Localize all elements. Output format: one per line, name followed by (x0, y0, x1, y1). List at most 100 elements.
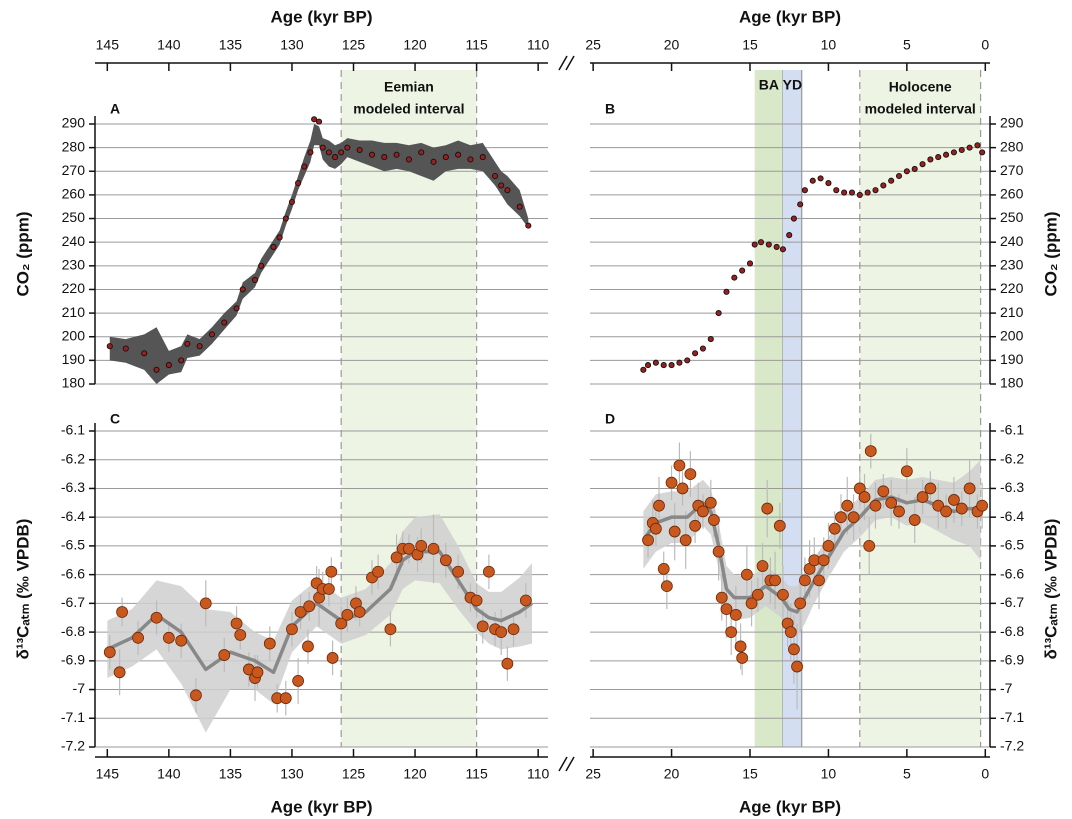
x-tick-label: 110 (527, 766, 550, 782)
data-point (116, 606, 128, 618)
x-tick-label: 125 (342, 766, 366, 782)
panel-label: B (605, 101, 615, 117)
data-point (230, 617, 243, 630)
data-point (736, 652, 749, 664)
data-point (756, 560, 769, 572)
data-point (427, 542, 440, 555)
data-point (113, 666, 126, 679)
x-axis-label: Age (kyr BP) (270, 7, 372, 26)
data-point (660, 362, 667, 369)
panel-label: D (605, 411, 615, 427)
data-point (218, 649, 231, 661)
data-point (841, 189, 848, 196)
data-point (689, 519, 701, 532)
y-tick-label: -6.8 (1000, 623, 1024, 639)
data-point (495, 626, 508, 638)
data-point (344, 144, 351, 151)
regions-layer (340, 70, 982, 747)
data-point (809, 177, 816, 184)
y-tick-label: -6.6 (1000, 565, 1024, 581)
y-tick-label: -6.2 (1000, 450, 1024, 466)
x-tick-label: 5 (903, 37, 911, 53)
data-point (470, 594, 483, 607)
data-point (258, 262, 265, 269)
data-point (707, 336, 714, 343)
y-tick-label: -7.1 (1000, 709, 1024, 725)
data-point (504, 187, 511, 194)
data-point (295, 180, 302, 187)
data-point (353, 606, 366, 618)
data-point (885, 496, 898, 509)
y-tick-label: -6.9 (1000, 652, 1024, 668)
x-tick-label: 115 (465, 766, 488, 782)
x-tick-label: 130 (280, 37, 304, 53)
x-axis-label: Age (kyr BP) (270, 797, 372, 816)
fit-band (107, 514, 532, 733)
lines-layer (106, 495, 981, 675)
data-point (833, 187, 840, 194)
data-point (869, 499, 882, 512)
data-point (751, 588, 764, 601)
data-point (315, 118, 323, 125)
data-point (106, 343, 113, 350)
x-tick-label: 10 (821, 766, 837, 782)
data-point (455, 151, 462, 158)
data-point (303, 600, 316, 613)
data-point (817, 554, 830, 567)
data-point (282, 215, 289, 222)
data-point (841, 499, 854, 512)
data-point (286, 623, 298, 636)
data-point (684, 357, 691, 364)
data-point (234, 629, 247, 641)
data-point (794, 597, 807, 610)
y-tick-label: 250 (1000, 209, 1024, 225)
y-tick-label: -7.2 (61, 738, 85, 754)
data-point (940, 505, 952, 518)
uncertainty-band (109, 124, 529, 384)
data-point (799, 574, 811, 587)
x-tick-label: 130 (280, 766, 304, 782)
data-point (673, 459, 686, 472)
data-point (712, 545, 725, 558)
data-point (393, 151, 400, 158)
data-point (723, 288, 730, 295)
data-point (356, 146, 363, 154)
data-point (720, 603, 733, 616)
data-point (279, 692, 292, 705)
data-point (652, 359, 659, 366)
data-point (368, 151, 376, 158)
data-point (676, 359, 683, 366)
x-tick-label: 115 (465, 37, 488, 53)
x-tick-label: 0 (981, 766, 989, 782)
data-point (668, 525, 681, 538)
data-point (221, 319, 228, 326)
y-tick-label: 230 (1000, 257, 1024, 273)
data-point (251, 666, 264, 679)
data-point (199, 597, 212, 610)
data-point (402, 542, 415, 555)
y-tick-label: 190 (62, 351, 86, 367)
x-tick-label: 110 (527, 37, 550, 53)
data-point (924, 482, 937, 495)
region (859, 70, 981, 747)
x-tick-label: 10 (821, 37, 837, 53)
data-point (877, 485, 890, 498)
data-point (848, 189, 856, 196)
data-point (498, 182, 505, 189)
data-point (880, 182, 887, 189)
fit-line (641, 495, 981, 614)
data-point (165, 362, 172, 369)
data-point (270, 243, 277, 250)
data-point (955, 502, 968, 515)
data-point (950, 149, 957, 156)
data-point (302, 640, 314, 653)
data-point (326, 652, 339, 664)
y-tick-label: -6.2 (61, 450, 85, 466)
data-point (263, 637, 276, 650)
data-point (932, 499, 945, 512)
data-point (141, 350, 148, 357)
data-point (676, 482, 689, 495)
data-point (788, 643, 800, 656)
data-point (322, 583, 335, 595)
data-point (301, 163, 308, 170)
